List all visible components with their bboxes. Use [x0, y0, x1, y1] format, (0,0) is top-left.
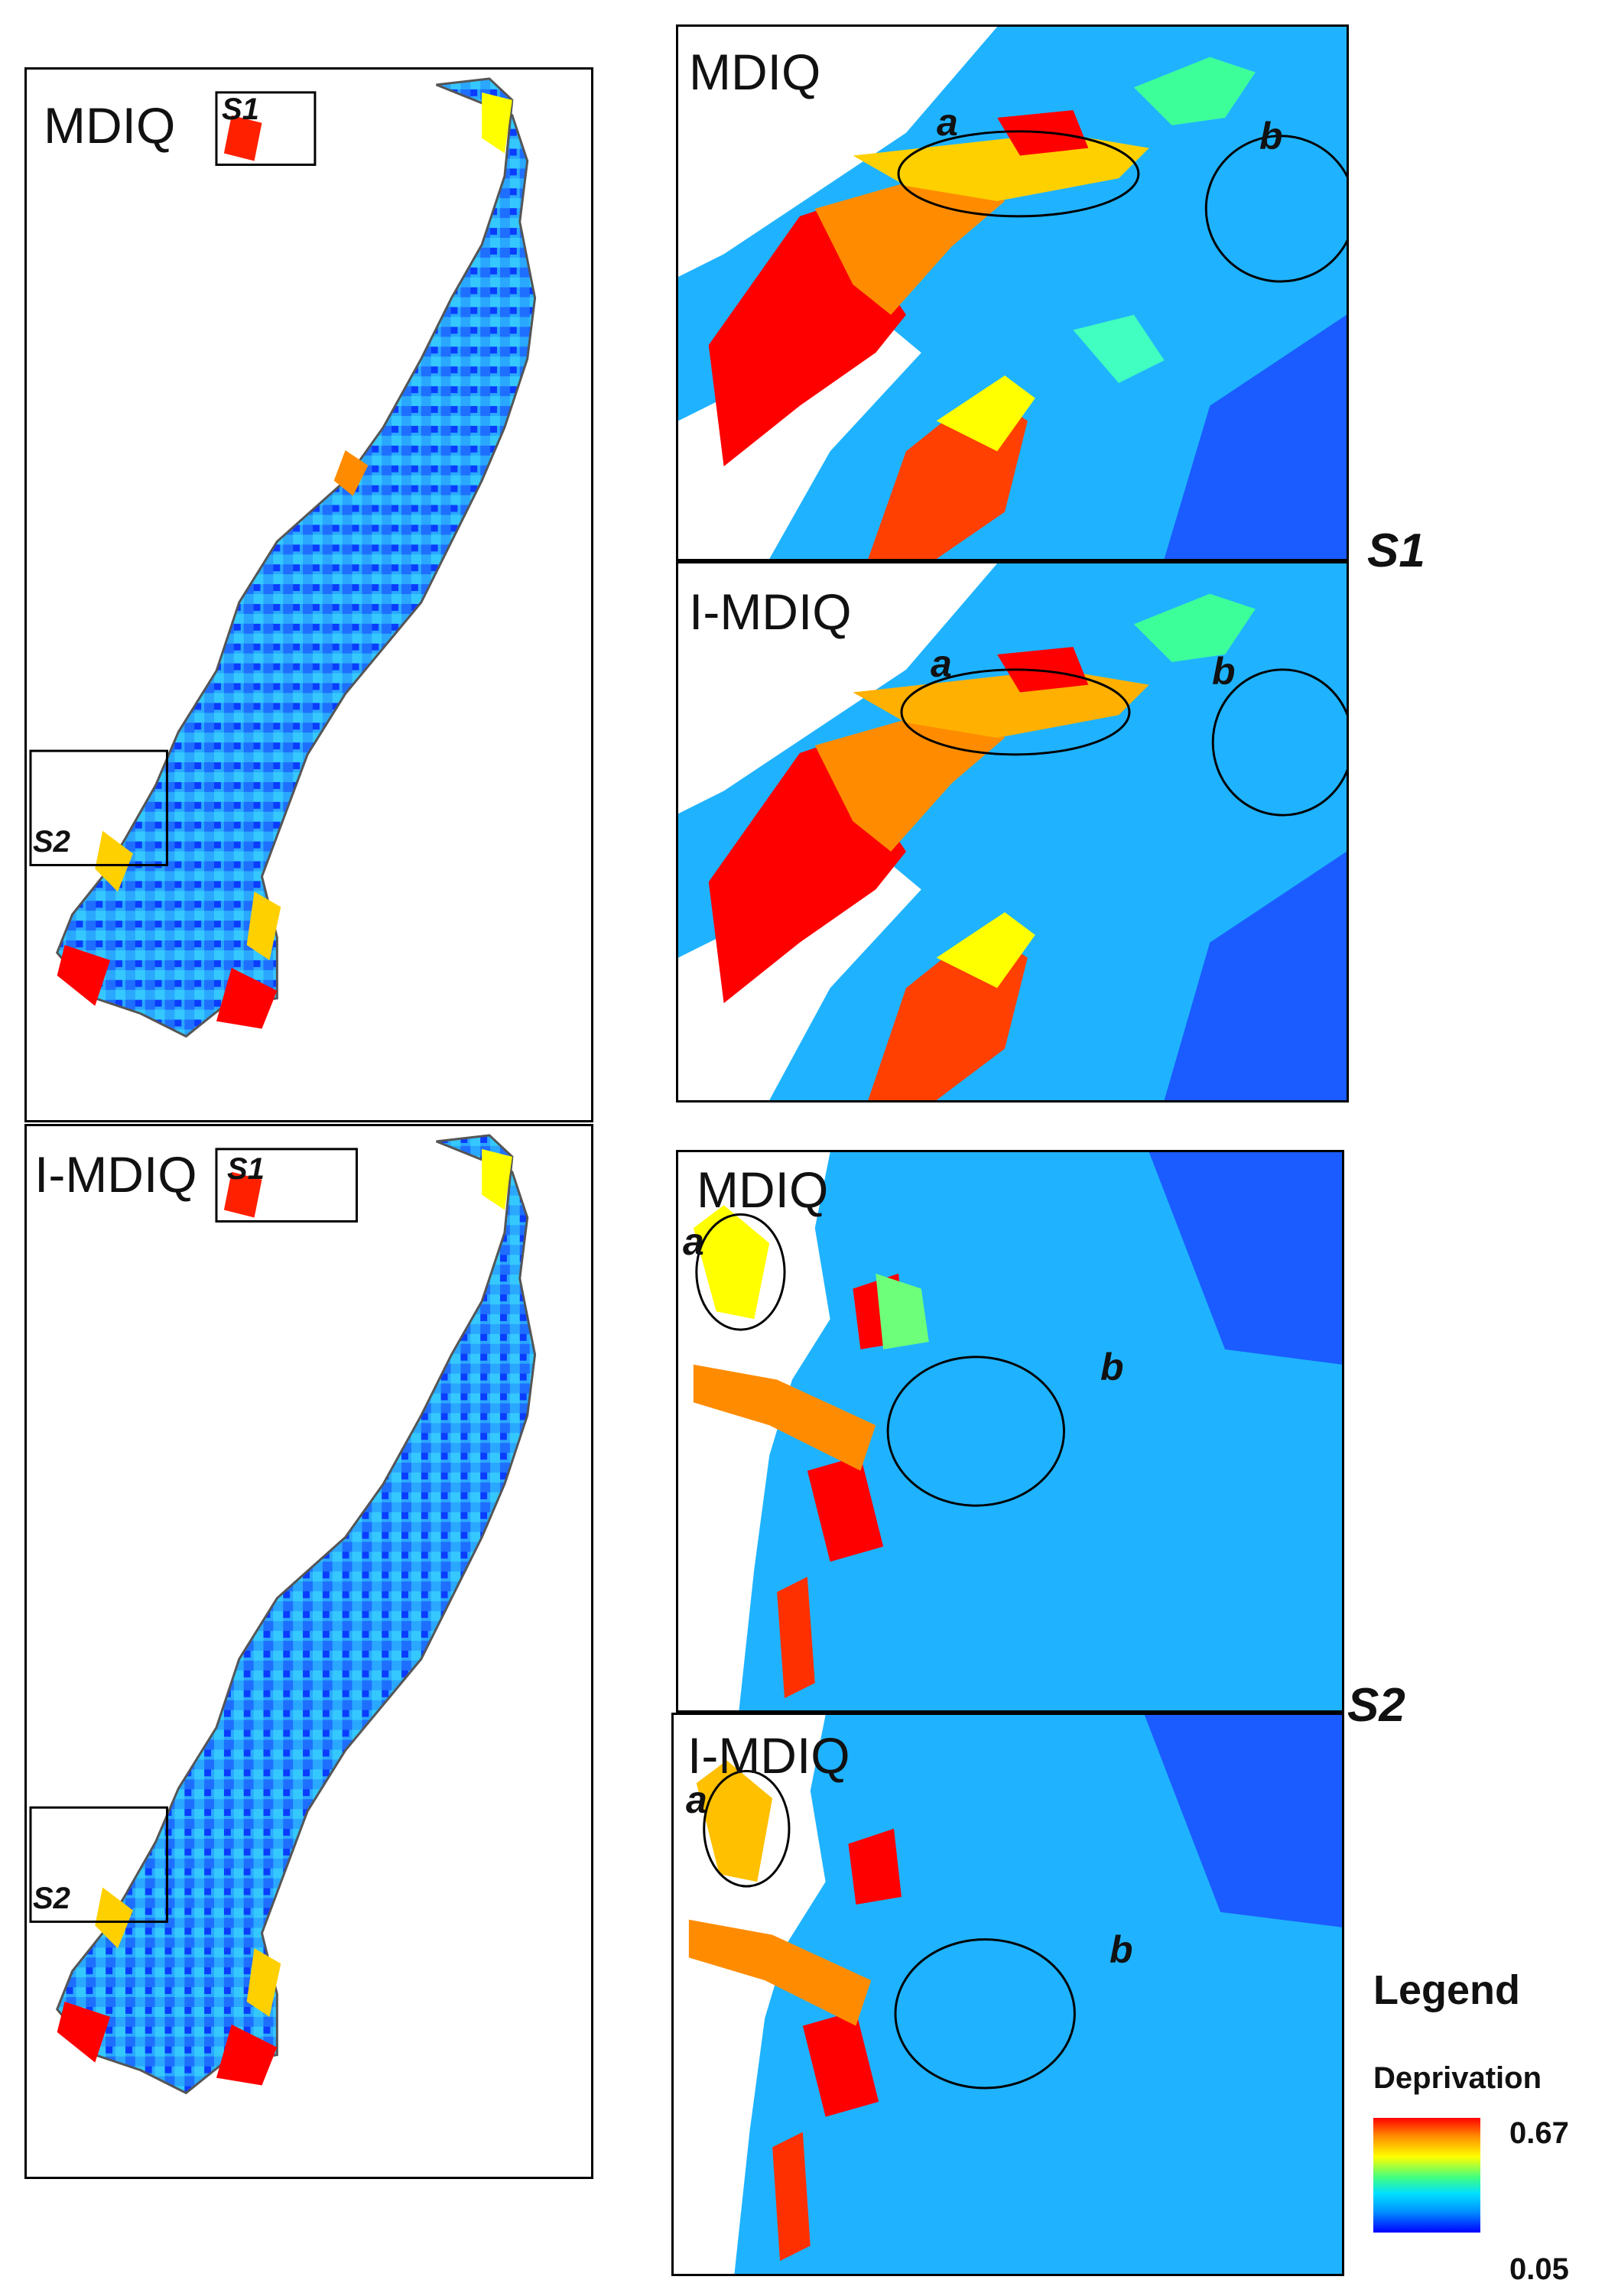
- group-label-s2: S2: [1347, 1679, 1405, 1732]
- region-deprivation-mid: [814, 700, 1006, 852]
- city-region-shape: [55, 1134, 537, 2095]
- region-empty: [678, 314, 921, 559]
- region-deprivation-mid: [853, 132, 1149, 202]
- region-deprivation-mid: [936, 375, 1035, 452]
- region-deprivation-mid: [482, 1148, 512, 1210]
- highlight-a: [703, 1769, 791, 1888]
- zoom-s1-mdiq: MDIQ a b: [676, 24, 1349, 561]
- region-deprivation-high: [772, 2132, 811, 2262]
- group-label-s1: S1: [1367, 524, 1425, 577]
- overview-map-imdiq: I-MDIQ S1 S2: [24, 1124, 593, 2179]
- zoom-s2-imdiq: I-MDIQ a b: [671, 1713, 1344, 2276]
- highlight-b: [894, 1938, 1076, 2090]
- highlight-a: [897, 130, 1140, 218]
- zoom-s2-mdiq: MDIQ a b: [676, 1150, 1344, 1713]
- region-deprivation-high: [216, 2024, 278, 2086]
- highlight-b: [1204, 135, 1347, 283]
- highlight-a-label: a: [686, 1778, 707, 1821]
- region-deprivation-mid: [482, 92, 512, 154]
- panel-title: I-MDIQ: [689, 583, 852, 640]
- inset-box-s2-label: S2: [33, 1882, 70, 1915]
- panel-title: MDIQ: [44, 97, 176, 154]
- overview-map-mdiq: MDIQ S1 S2: [24, 67, 593, 1122]
- highlight-b-label: b: [1110, 1928, 1133, 1971]
- highlight-a-label: a: [937, 101, 958, 144]
- region-deprivation-high: [223, 115, 262, 161]
- panel-title: I-MDIQ: [687, 1727, 850, 1784]
- highlight-b-label: b: [1259, 115, 1283, 158]
- city-region-shape: [55, 77, 537, 1038]
- region-deep-blue: [1164, 314, 1347, 559]
- region-deprivation-mid: [693, 1205, 770, 1320]
- region-deprivation-high: [216, 967, 278, 1029]
- zoom-s1-imdiq: I-MDIQ a b: [676, 561, 1349, 1103]
- region-empty: [678, 563, 998, 814]
- inset-box-s2: [29, 749, 168, 866]
- region-deprivation-mid: [814, 163, 1006, 315]
- inset-box-s2-label: S2: [33, 825, 70, 859]
- region-deprivation-high: [57, 945, 111, 1006]
- region-deprivation-high: [57, 2002, 111, 2063]
- overview-map-imdiq-graphic: [29, 1134, 537, 2095]
- inset-box-s2: [29, 1806, 168, 1923]
- region-green: [1073, 314, 1165, 383]
- region-deprivation-high: [777, 1577, 815, 1699]
- zoom-s1-imdiq-graphic: [678, 563, 1347, 1100]
- highlight-a: [900, 668, 1131, 756]
- region-empty: [678, 27, 1347, 278]
- legend-title: Legend: [1373, 1967, 1521, 2013]
- region-deprivation-mid: [246, 1948, 281, 2017]
- highlight-b: [1211, 668, 1347, 817]
- region-empty: [674, 1715, 826, 2274]
- region-deep-blue: [1149, 1152, 1342, 1365]
- highlight-a-label: a: [931, 642, 952, 685]
- region-deprivation-mid: [333, 450, 369, 496]
- region-deprivation-high: [802, 2010, 879, 2117]
- legend-min-value: 0.05: [1509, 2252, 1569, 2286]
- region-deprivation-mid: [95, 830, 133, 892]
- highlight-b: [886, 1356, 1066, 1507]
- region-deprivation-mid: [693, 1364, 876, 1471]
- inset-box-s1: [215, 91, 317, 166]
- region-deprivation-high: [223, 1171, 262, 1218]
- zoom-s1-mdiq-graphic: [678, 27, 1347, 559]
- panel-title: MDIQ: [697, 1161, 829, 1218]
- region-green: [1133, 593, 1256, 662]
- region-deep-blue: [1144, 1715, 1342, 1927]
- legend-max-value: 0.67: [1509, 2116, 1569, 2150]
- region-deprivation-mid: [246, 891, 281, 960]
- highlight-a: [695, 1213, 786, 1331]
- inset-box-s1: [215, 1148, 358, 1223]
- zoom-s2-mdiq-graphic: [678, 1152, 1342, 1710]
- region-deprivation-high: [807, 1455, 884, 1562]
- panel-title: I-MDIQ: [34, 1146, 197, 1203]
- highlight-b-label: b: [1100, 1346, 1124, 1388]
- region-deprivation-mid: [936, 912, 1035, 989]
- overview-map-mdiq-graphic: [29, 77, 537, 1038]
- region-deep-blue: [1164, 851, 1347, 1100]
- zoom-s2-imdiq-graphic: [674, 1715, 1342, 2274]
- legend-color-ramp: [1373, 2118, 1480, 2233]
- region-green: [876, 1273, 929, 1349]
- region-deprivation-mid: [95, 1887, 133, 1949]
- region-deprivation-high: [848, 1828, 902, 1905]
- highlight-b-label: b: [1212, 650, 1236, 693]
- inset-box-s1-label: S1: [227, 1152, 265, 1186]
- region-deprivation-high: [997, 647, 1089, 693]
- region-deprivation-mid: [853, 669, 1149, 739]
- panel-title: MDIQ: [689, 44, 821, 100]
- legend-variable: Deprivation: [1373, 2061, 1542, 2095]
- region-green: [1133, 57, 1256, 125]
- region-empty: [678, 851, 921, 1100]
- highlight-a-label: a: [683, 1220, 704, 1263]
- region-deprivation-mid: [688, 1919, 872, 2026]
- inset-box-s1-label: S1: [222, 93, 259, 126]
